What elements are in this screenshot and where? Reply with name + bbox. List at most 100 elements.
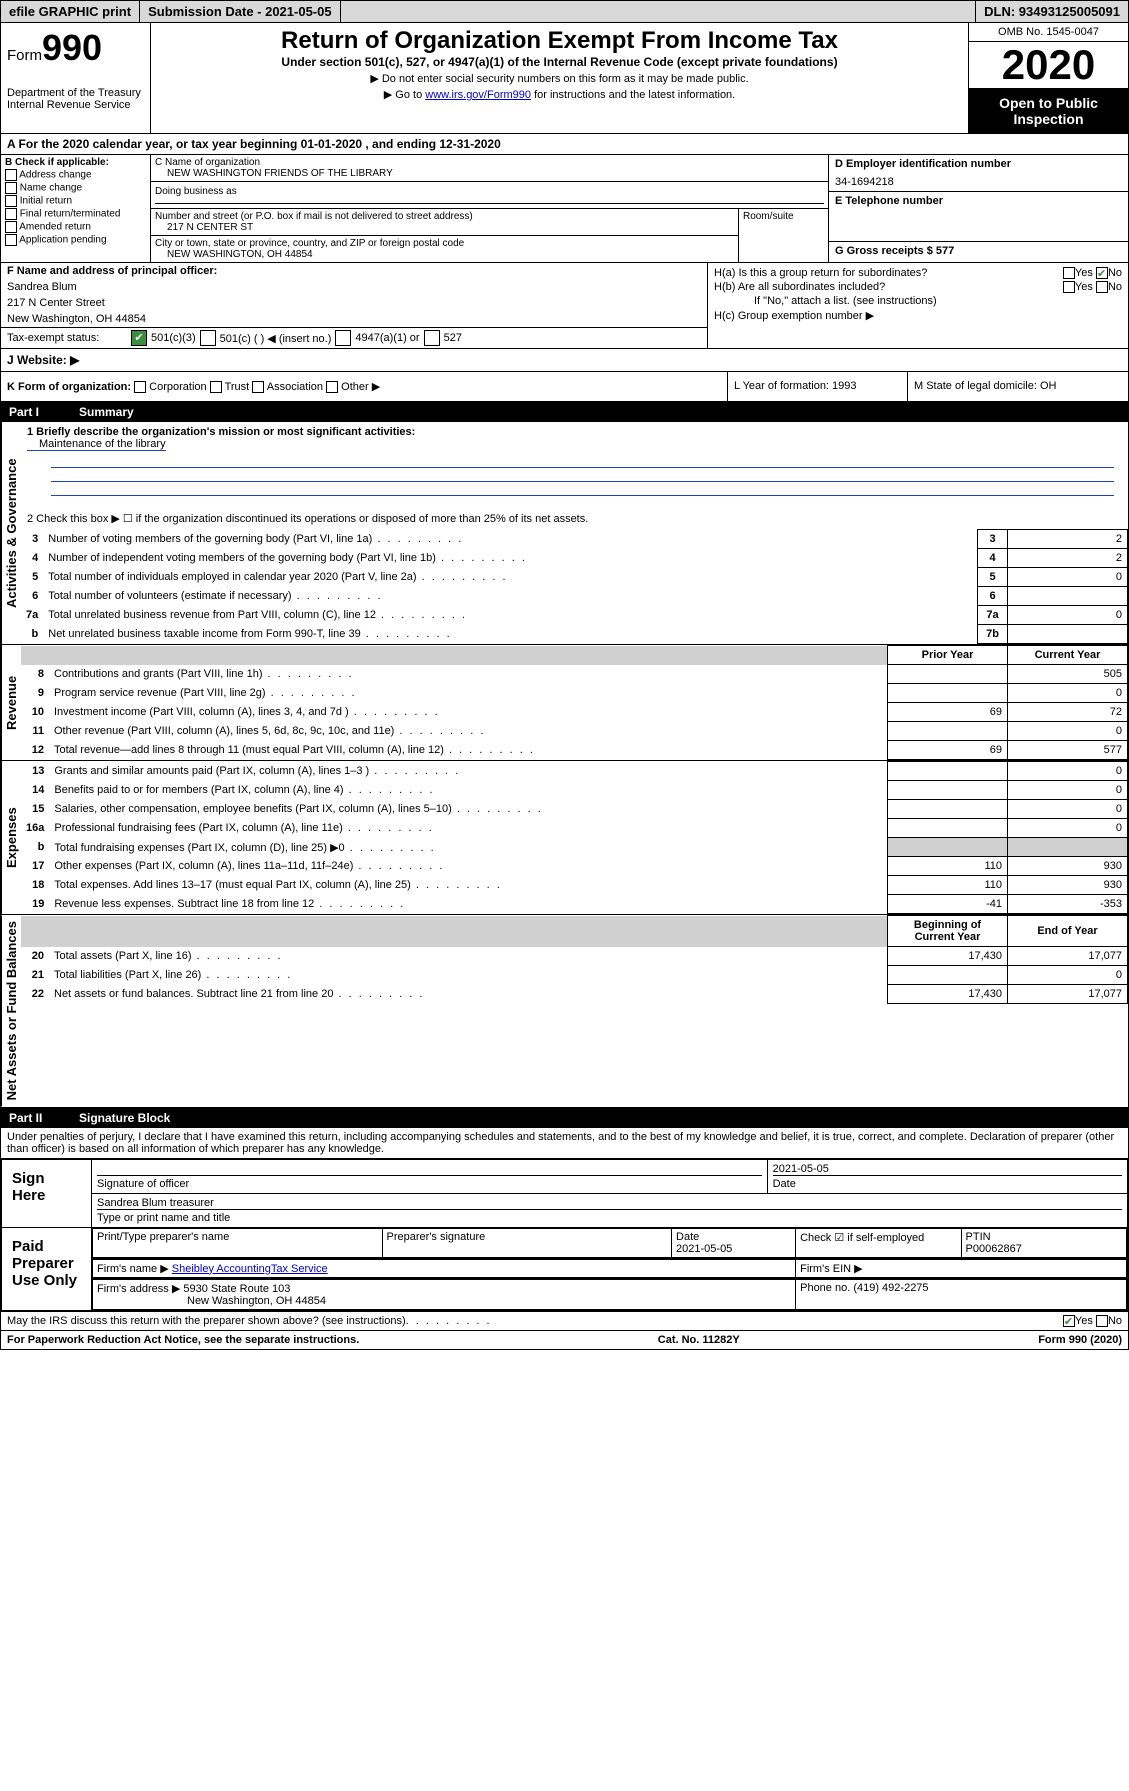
sig-date-value: 2021-05-05	[773, 1163, 1122, 1176]
ptin-cell: PTINP00062867	[961, 1228, 1126, 1257]
cb-initial-return[interactable]: Initial return	[5, 195, 146, 207]
opt-527: 527	[444, 332, 462, 344]
cb-corp[interactable]	[134, 381, 146, 393]
officer-label: F Name and address of principal officer:	[1, 263, 707, 279]
firm-ein-cell: Firm's EIN ▶	[796, 1259, 1127, 1277]
cb-name-change[interactable]: Name change	[5, 182, 146, 194]
box-m: M State of legal domicile: OH	[908, 372, 1128, 401]
vlabel-netassets: Net Assets or Fund Balances	[1, 915, 21, 1106]
hc-label: H(c) Group exemption number ▶	[714, 309, 874, 322]
dba-cell: Doing business as	[151, 182, 828, 209]
ha-row: H(a) Is this a group return for subordin…	[714, 267, 1122, 279]
exempt-status-row: Tax-exempt status: ✔501(c)(3) 501(c) ( )…	[1, 327, 707, 348]
vlabel-revenue: Revenue	[1, 645, 21, 760]
row-f-h: F Name and address of principal officer:…	[1, 263, 1128, 349]
officer-name-cell: Sandrea Blum treasurer Type or print nam…	[92, 1193, 1128, 1227]
k-label: K Form of organization:	[7, 381, 131, 393]
officer-city: New Washington, OH 44854	[1, 311, 707, 327]
room-suite: Room/suite	[738, 209, 828, 262]
cb-label: Initial return	[20, 196, 72, 207]
part1-governance: Activities & Governance 1 Briefly descri…	[1, 422, 1128, 645]
cb-label: Application pending	[19, 235, 106, 246]
open-public-badge: Open to Public Inspection	[969, 89, 1128, 133]
cb-label: Final return/terminated	[20, 209, 121, 220]
hb-row: H(b) Are all subordinates included? Yes …	[714, 281, 1122, 293]
hb-label: H(b) Are all subordinates included?	[714, 281, 1063, 293]
hb-note: If "No," attach a list. (see instruction…	[714, 295, 1122, 307]
ptin-label: PTIN	[966, 1231, 991, 1243]
part2-num: Part II	[9, 1111, 79, 1125]
mission-lines	[51, 454, 1114, 496]
officer-name: Sandrea Blum	[1, 279, 707, 295]
form-number: Form990	[7, 27, 144, 69]
dept-treasury: Department of the Treasury	[7, 87, 144, 99]
cb-501c[interactable]	[200, 330, 216, 346]
tax-period: A For the 2020 calendar year, or tax yea…	[1, 134, 1128, 155]
cb-527[interactable]	[424, 330, 440, 346]
footer-row: For Paperwork Reduction Act Notice, see …	[1, 1330, 1128, 1349]
box-k: K Form of organization: Corporation Trus…	[1, 372, 728, 401]
cb-final-return[interactable]: Final return/terminated	[5, 208, 146, 220]
cb-4947[interactable]	[335, 330, 351, 346]
ha-yesno: Yes No	[1063, 267, 1122, 279]
form990-link[interactable]: www.irs.gov/Form990	[425, 89, 531, 101]
type-name-label: Type or print name and title	[97, 1212, 230, 1224]
hc-row: H(c) Group exemption number ▶	[714, 309, 1122, 322]
section-bcd: B Check if applicable: Address change Na…	[1, 155, 1128, 263]
firm-phone-cell: Phone no. (419) 492-2275	[796, 1279, 1127, 1309]
form-990-number: 990	[42, 27, 102, 68]
sig-officer-label: Signature of officer	[97, 1178, 189, 1190]
sig-date-cell: 2021-05-05 Date	[767, 1159, 1127, 1193]
cb-trust[interactable]	[210, 381, 222, 393]
box-b-label: B Check if applicable:	[5, 157, 146, 168]
firm-addr-cell: Firm's address ▶ 5930 State Route 103 Ne…	[93, 1279, 796, 1309]
firm-name-link[interactable]: Sheibley AccountingTax Service	[172, 1263, 328, 1275]
line1-text: Maintenance of the library	[27, 438, 166, 451]
goto-pre: ▶ Go to	[384, 89, 425, 101]
dots	[406, 1315, 492, 1327]
box-f: F Name and address of principal officer:…	[1, 263, 708, 348]
discuss-yesno: Yes No	[1063, 1315, 1122, 1327]
opt-assoc: Association	[267, 381, 323, 393]
cb-amended-return[interactable]: Amended return	[5, 221, 146, 233]
part1-title: Summary	[79, 405, 134, 419]
vlabel-expenses: Expenses	[1, 761, 21, 914]
opt-corp: Corporation	[149, 381, 206, 393]
opt-4947: 4947(a)(1) or	[355, 332, 419, 344]
cb-application-pending[interactable]: Application pending	[5, 234, 146, 246]
part1-num: Part I	[9, 405, 79, 419]
hb-yesno: Yes No	[1063, 281, 1122, 293]
city-label: City or town, state or province, country…	[155, 238, 734, 249]
cb-501c3[interactable]: ✔	[131, 330, 147, 346]
preparer-row3: Firm's address ▶ 5930 State Route 103 Ne…	[92, 1278, 1128, 1310]
firm-addr-label: Firm's address ▶	[97, 1283, 180, 1295]
sig-line	[97, 1163, 762, 1176]
irs-label: Internal Revenue Service	[7, 99, 144, 111]
box-h: H(a) Is this a group return for subordin…	[708, 263, 1128, 348]
sig-officer-cell: Signature of officer	[92, 1159, 768, 1193]
expenses-table: 13 Grants and similar amounts paid (Part…	[21, 761, 1128, 914]
dba-underline	[155, 203, 824, 204]
cb-assoc[interactable]	[252, 381, 264, 393]
box-b: B Check if applicable: Address change Na…	[1, 155, 151, 262]
form-header: Form990 Department of the Treasury Inter…	[1, 23, 1128, 134]
cb-other[interactable]	[326, 381, 338, 393]
line1-label: 1 Briefly describe the organization's mi…	[27, 426, 415, 438]
gross-label: G Gross receipts $ 577	[835, 245, 954, 257]
governance-content: 1 Briefly describe the organization's mi…	[21, 422, 1128, 644]
org-name-value: NEW WASHINGTON FRIENDS OF THE LIBRARY	[155, 168, 824, 179]
cb-address-change[interactable]: Address change	[5, 169, 146, 181]
cb-label: Address change	[19, 170, 91, 181]
prep-sig-label: Preparer's signature	[382, 1228, 672, 1257]
prep-date-label: Date	[676, 1231, 699, 1243]
address-block: Number and street (or P.O. box if mail i…	[151, 209, 828, 262]
dba-label: Doing business as	[155, 186, 824, 197]
part2-title: Signature Block	[79, 1111, 170, 1125]
preparer-row1: Print/Type preparer's name Preparer's si…	[92, 1227, 1128, 1258]
phone-label: E Telephone number	[835, 195, 1122, 207]
preparer-row2: Firm's name ▶ Sheibley AccountingTax Ser…	[92, 1258, 1128, 1278]
officer-street: 217 N Center Street	[1, 295, 707, 311]
efile-label[interactable]: efile GRAPHIC print	[1, 1, 140, 22]
city-value: NEW WASHINGTON, OH 44854	[155, 249, 734, 260]
sign-here-label: Sign Here	[2, 1159, 92, 1227]
